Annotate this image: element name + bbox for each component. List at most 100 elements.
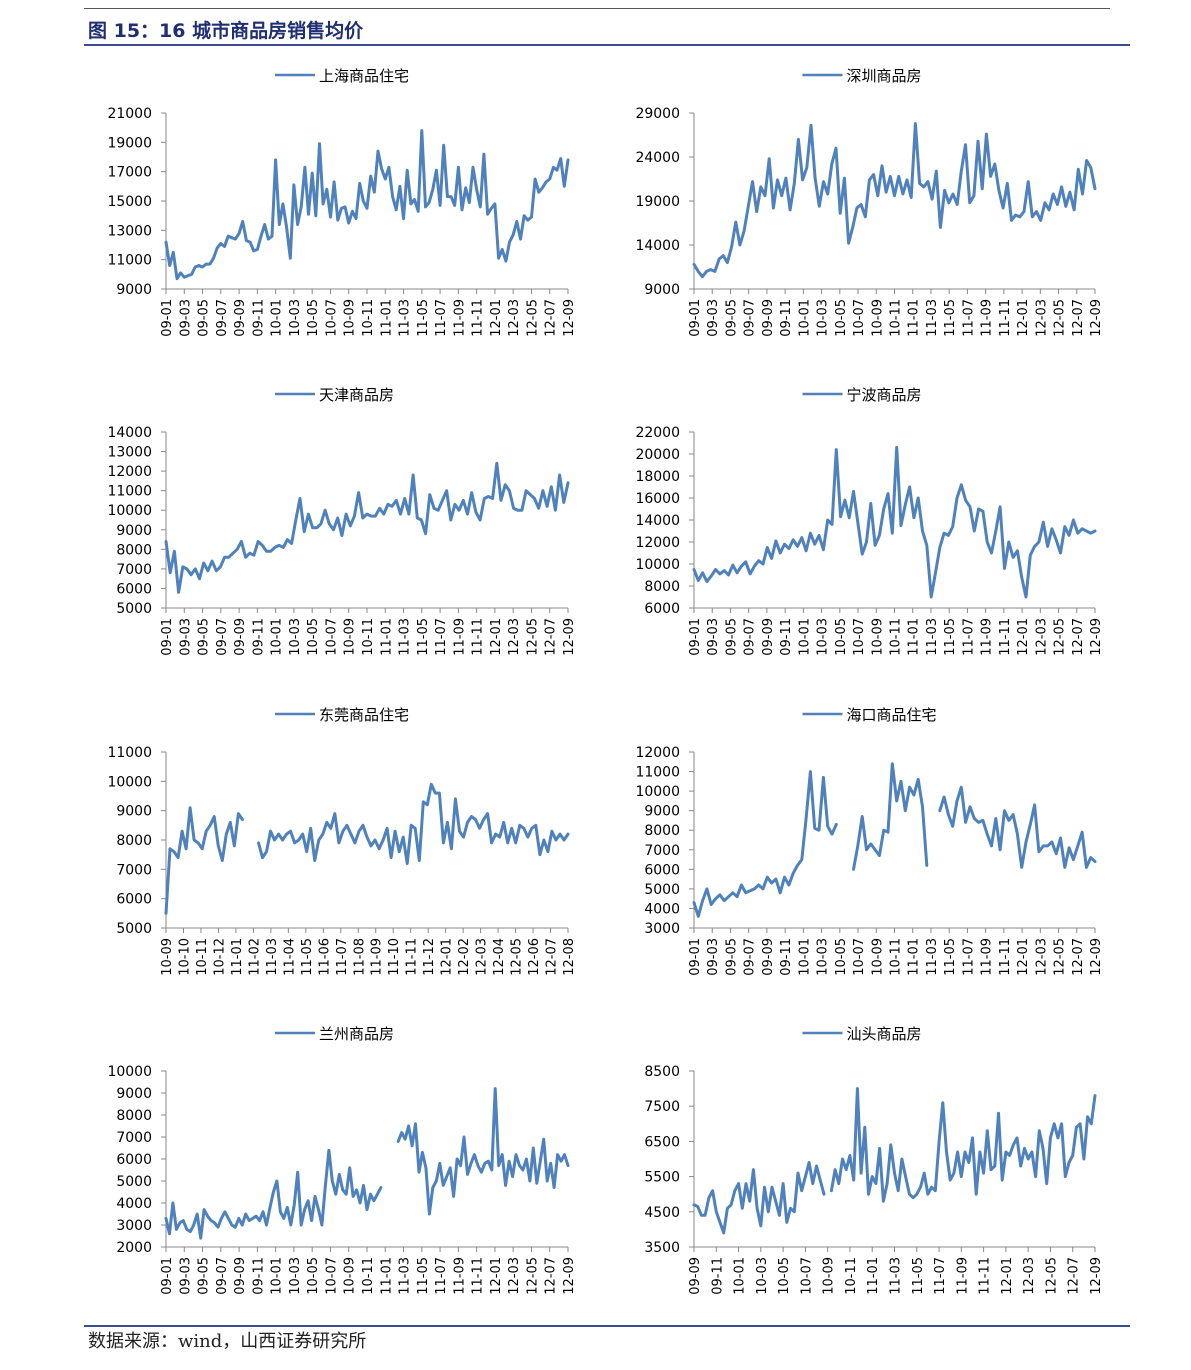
x-tick-label: 12-09: [562, 1257, 577, 1295]
series-line: [164, 1148, 383, 1240]
x-tick-label: 10-05: [777, 1257, 792, 1295]
x-tick-label: 10-11: [889, 299, 904, 337]
x-tick-label: 11-11: [471, 299, 486, 337]
x-tick-label: 09-11: [779, 618, 794, 656]
y-tick-label: 4000: [644, 901, 680, 917]
x-tick-label: 11-05: [943, 938, 958, 976]
y-tick-label: 12000: [635, 745, 680, 761]
x-tick-label: 12-03: [507, 1257, 522, 1295]
x-tick-label: 12-07: [1071, 299, 1086, 337]
x-tick-label: 11-05: [943, 618, 958, 656]
x-tick-label: 10-09: [343, 1257, 358, 1295]
x-tick-label: 12-09: [1089, 299, 1104, 337]
x-tick-label: 09-03: [178, 618, 193, 656]
series-line: [164, 461, 570, 594]
series-line: [692, 445, 1097, 599]
y-tick-label: 10000: [107, 774, 152, 790]
y-tick-label: 19000: [107, 135, 152, 151]
y-tick-label: 2000: [116, 1240, 152, 1256]
y-tick-label: 6000: [644, 601, 680, 617]
x-tick-label: 12-05: [1044, 1257, 1059, 1295]
legend-label: 兰州商品房: [319, 1025, 394, 1043]
x-tick-label: 12-07: [544, 1257, 559, 1295]
x-tick-label: 10-11: [889, 938, 904, 976]
x-tick-label: 11-01: [907, 938, 922, 976]
y-tick-label: 7000: [116, 562, 152, 578]
x-tick-label: 10-11: [844, 1257, 859, 1295]
y-tick-label: 19000: [635, 194, 680, 210]
x-tick-label: 11-01: [379, 1257, 394, 1295]
x-tick-label: 09-09: [761, 618, 776, 656]
x-tick-label: 09-03: [706, 618, 721, 656]
x-tick-label: 09-05: [197, 299, 212, 337]
x-tick-label: 11-03: [925, 299, 940, 337]
y-tick-label: 3000: [644, 921, 680, 937]
legend-label: 天津商品房: [319, 386, 394, 404]
chart-panel: 天津商品房 5000 6000 7000 8000 9000 10000 11000 12000…: [107, 386, 577, 656]
x-tick-label: 11-03: [398, 1257, 413, 1295]
x-tick-label: 11-07: [434, 618, 449, 656]
x-tick-label: 12-05: [525, 1257, 540, 1295]
x-tick-label: 12-05: [1053, 299, 1068, 337]
x-tick-label: 09-09: [688, 1257, 703, 1295]
legend-label: 海口商品住宅: [847, 706, 937, 724]
x-tick-label: 12-05: [510, 938, 525, 976]
x-tick-label: 12-07: [1071, 938, 1086, 976]
x-tick-label: 09-09: [233, 618, 248, 656]
x-tick-label: 10-07: [799, 1257, 814, 1295]
x-tick-label: 09-09: [761, 938, 776, 976]
x-tick-label: 09-05: [724, 618, 739, 656]
x-tick-label: 12-05: [1053, 938, 1068, 976]
y-tick-label: 7500: [644, 1099, 680, 1115]
header-rule: [84, 8, 1110, 9]
y-tick-label: 9000: [116, 1086, 152, 1102]
x-tick-label: 10-01: [797, 938, 812, 976]
x-tick-label: 11-08: [352, 938, 367, 976]
x-tick-label: 09-11: [779, 938, 794, 976]
legend: 东莞商品住宅: [275, 706, 409, 724]
x-tick-label: 12-01: [1016, 299, 1031, 337]
y-tick-label: 7000: [116, 1130, 152, 1146]
y-tick-label: 14000: [635, 513, 680, 529]
x-tick-label: 11-11: [471, 1257, 486, 1295]
x-tick-label: 11-09: [955, 1257, 970, 1295]
legend: 上海商品住宅: [275, 67, 409, 85]
y-tick-label: 11000: [107, 745, 152, 761]
y-tick-label: 8000: [644, 579, 680, 595]
x-tick-label: 11-09: [980, 938, 995, 976]
x-tick-label: 10-07: [852, 938, 867, 976]
legend: 天津商品房: [275, 386, 394, 404]
series-line: [164, 806, 244, 915]
x-tick-label: 09-09: [233, 1257, 248, 1295]
x-tick-label: 09-01: [688, 299, 703, 337]
x-tick-label: 11-07: [933, 1257, 948, 1295]
y-tick-label: 9000: [116, 804, 152, 820]
x-tick-label: 09-03: [706, 938, 721, 976]
y-tick-label: 10000: [107, 1064, 152, 1080]
y-tick-label: 29000: [635, 106, 680, 122]
y-tick-label: 5000: [644, 882, 680, 898]
chart-panel: 宁波商品房 6000 8000 10000 12000 14000 16000 18000 20…: [635, 386, 1104, 656]
x-tick-label: 10-09: [343, 618, 358, 656]
x-tick-label: 10-12: [212, 938, 227, 976]
series-line: [692, 770, 838, 918]
x-tick-label: 12-08: [562, 938, 577, 976]
x-tick-label: 10-09: [870, 299, 885, 337]
y-tick-label: 4000: [116, 1196, 152, 1212]
x-tick-label: 09-01: [160, 1257, 175, 1295]
x-tick-label: 10-11: [361, 618, 376, 656]
legend: 兰州商品房: [275, 1025, 394, 1043]
x-tick-label: 09-01: [160, 299, 175, 337]
x-tick-label: 12-01: [489, 618, 504, 656]
x-tick-label: 12-01: [440, 938, 455, 976]
x-tick-label: 10-03: [755, 1257, 770, 1295]
series-line: [396, 1087, 570, 1216]
y-tick-label: 15000: [107, 194, 152, 210]
x-tick-label: 11-09: [452, 618, 467, 656]
x-tick-label: 10-03: [288, 1257, 303, 1295]
y-tick-label: 6000: [644, 862, 680, 878]
x-tick-label: 10-03: [816, 938, 831, 976]
x-tick-label: 10-05: [306, 299, 321, 337]
x-tick-label: 12-09: [1089, 618, 1104, 656]
legend-label: 宁波商品房: [847, 386, 922, 404]
